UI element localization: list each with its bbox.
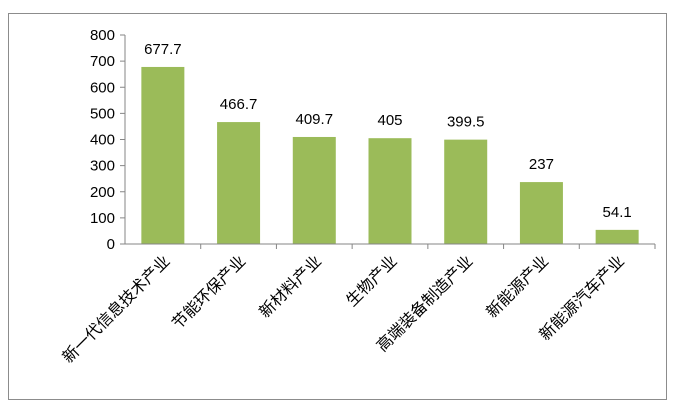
bar	[444, 139, 488, 244]
y-tick-label: 700	[90, 53, 115, 70]
y-tick-label: 100	[90, 210, 115, 227]
bar	[519, 182, 563, 244]
bar	[595, 229, 639, 244]
data-label: 405	[377, 112, 402, 129]
y-tick-label: 400	[90, 132, 115, 149]
data-label: 237	[529, 156, 554, 173]
y-tick-label: 300	[90, 158, 115, 175]
x-category-label: 新能源产业	[482, 251, 552, 321]
x-category-label: 新材料产业	[255, 251, 325, 321]
bar	[292, 136, 336, 244]
y-axis: 0 100 200 300 400 500 600 700 800	[90, 27, 126, 253]
data-label: 54.1	[603, 204, 632, 221]
y-tick-label: 200	[90, 184, 115, 201]
y-tick-label: 500	[90, 105, 115, 122]
bar	[217, 122, 261, 244]
bar	[141, 66, 185, 245]
data-label: 409.7	[296, 111, 334, 128]
data-label: 466.7	[220, 96, 258, 113]
y-tick-label: 800	[90, 27, 115, 44]
bars	[141, 66, 639, 245]
x-category-label: 生物产业	[342, 251, 401, 310]
data-label: 399.5	[447, 114, 485, 131]
data-label: 677.7	[144, 41, 182, 58]
y-tick-label: 600	[90, 79, 115, 96]
x-category-label: 新一代信息技术产业	[58, 251, 173, 366]
y-tick-label: 0	[107, 236, 115, 253]
x-category-label: 节能环保产业	[168, 251, 249, 332]
bar	[368, 138, 412, 244]
data-labels: 677.7 466.7 409.7 405 399.5 237 54.1	[144, 41, 632, 221]
